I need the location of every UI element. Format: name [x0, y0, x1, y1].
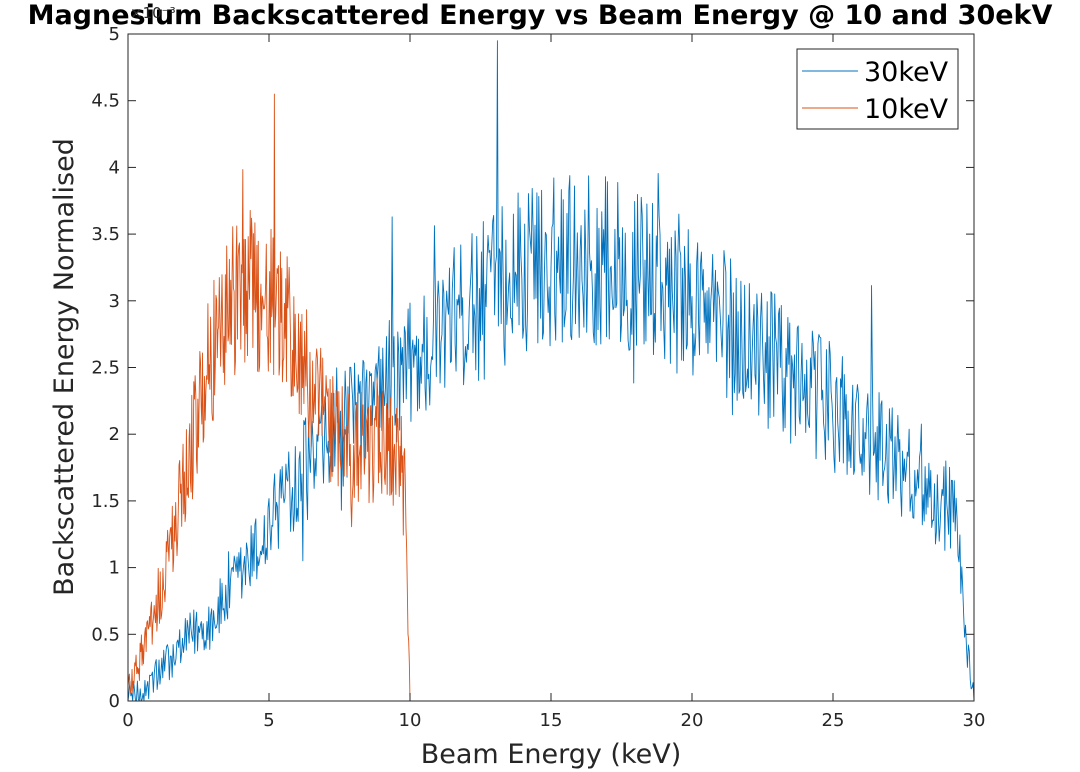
y-axis-label: Backscattered Energy Normalised — [49, 138, 80, 596]
series-line-30kev — [127, 40, 975, 702]
legend-label-10kev: 10keV — [864, 94, 949, 125]
y-multiplier-label: ×10⁻³ — [130, 4, 176, 22]
x-axis: 0 5 10 15 20 25 30 — [122, 34, 985, 731]
y-tick-label: 4 — [109, 157, 120, 178]
legend-box — [796, 48, 959, 130]
y-tick-label: 0.5 — [91, 624, 120, 645]
y-tick-label: 5 — [109, 24, 120, 45]
y-axis: 0 0.5 1 1.5 2 2.5 3 3.5 4 4.5 5 — [91, 24, 974, 712]
y-tick-label: 3.5 — [91, 224, 120, 245]
x-axis-label: Beam Energy (keV) — [421, 739, 682, 770]
x-tick-label: 25 — [822, 710, 845, 731]
y-tick-label: 3 — [109, 291, 120, 312]
x-tick-label: 0 — [122, 710, 133, 731]
series-layer — [127, 40, 975, 702]
series-line-10kev — [127, 93, 411, 702]
x-tick-label: 5 — [263, 710, 274, 731]
y-tick-label: 1 — [109, 558, 120, 579]
x-tick-label: 15 — [540, 710, 563, 731]
x-tick-label: 20 — [681, 710, 704, 731]
y-tick-label: 2.5 — [91, 358, 120, 379]
y-tick-label: 0 — [109, 691, 120, 712]
plot-area — [127, 33, 975, 702]
y-tick-label: 4.5 — [91, 91, 120, 112]
y-tick-label: 2 — [109, 424, 120, 445]
x-tick-label: 30 — [963, 710, 986, 731]
legend: 30keV 10keV — [796, 48, 959, 130]
x-tick-label: 10 — [399, 710, 422, 731]
chart-title: Magnesium Backscattered Energy vs Beam E… — [28, 0, 1053, 31]
y-tick-label: 1.5 — [91, 491, 120, 512]
legend-label-30kev: 30keV — [864, 57, 949, 88]
